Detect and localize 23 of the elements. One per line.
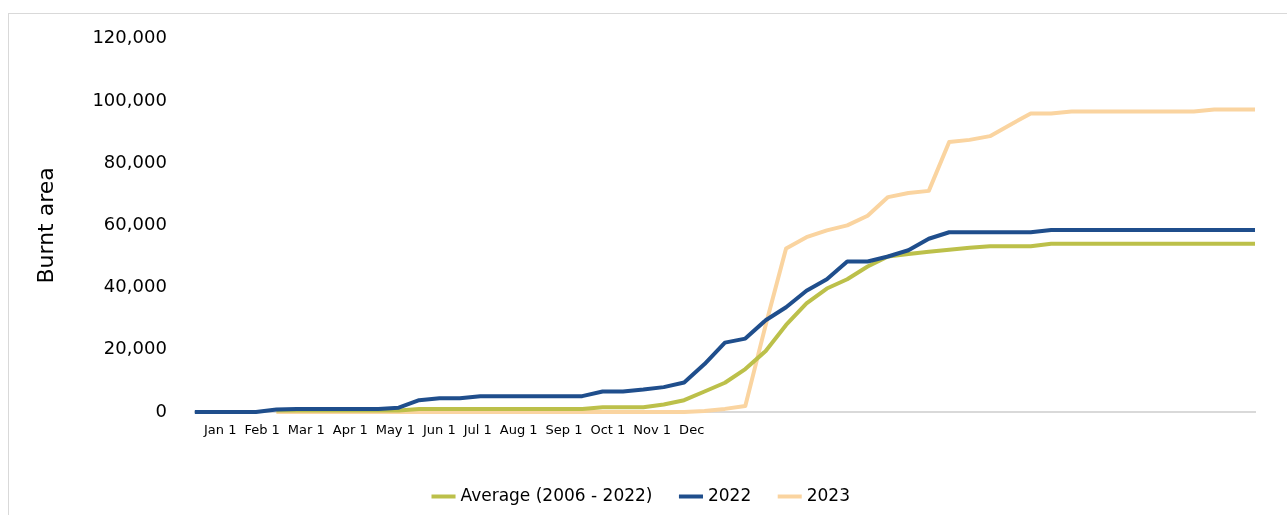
- text: Mar 1: [287, 421, 325, 437]
- y-tick-label: 0: [155, 399, 167, 421]
- legend-label: 2022: [707, 484, 752, 505]
- text: Jan 1: [203, 421, 237, 437]
- y-axis-title: Burnt area: [32, 167, 58, 284]
- text: Oct 1: [590, 421, 626, 437]
- text: Apr 1: [332, 421, 368, 437]
- text: Aug 1: [499, 421, 538, 437]
- text: Dec: [679, 421, 705, 437]
- y-tick-label: 20,000: [103, 337, 167, 359]
- y-tick-label: 100,000: [92, 88, 167, 110]
- y-tick-label: 60,000: [103, 213, 167, 235]
- legend-label: 2023: [806, 484, 850, 505]
- text: Nov 1: [633, 421, 672, 437]
- text: Jul 1: [462, 421, 492, 437]
- text: Feb 1: [244, 421, 280, 437]
- y-tick-label: 40,000: [103, 275, 167, 297]
- y-tick-label: 80,000: [103, 150, 167, 172]
- text: Jun 1: [421, 421, 456, 437]
- text: May 1: [375, 421, 415, 437]
- y-tick-label: 120,000: [92, 26, 167, 48]
- legend-label: Average (2006 - 2022): [460, 484, 653, 505]
- text: Sep 1: [545, 421, 583, 437]
